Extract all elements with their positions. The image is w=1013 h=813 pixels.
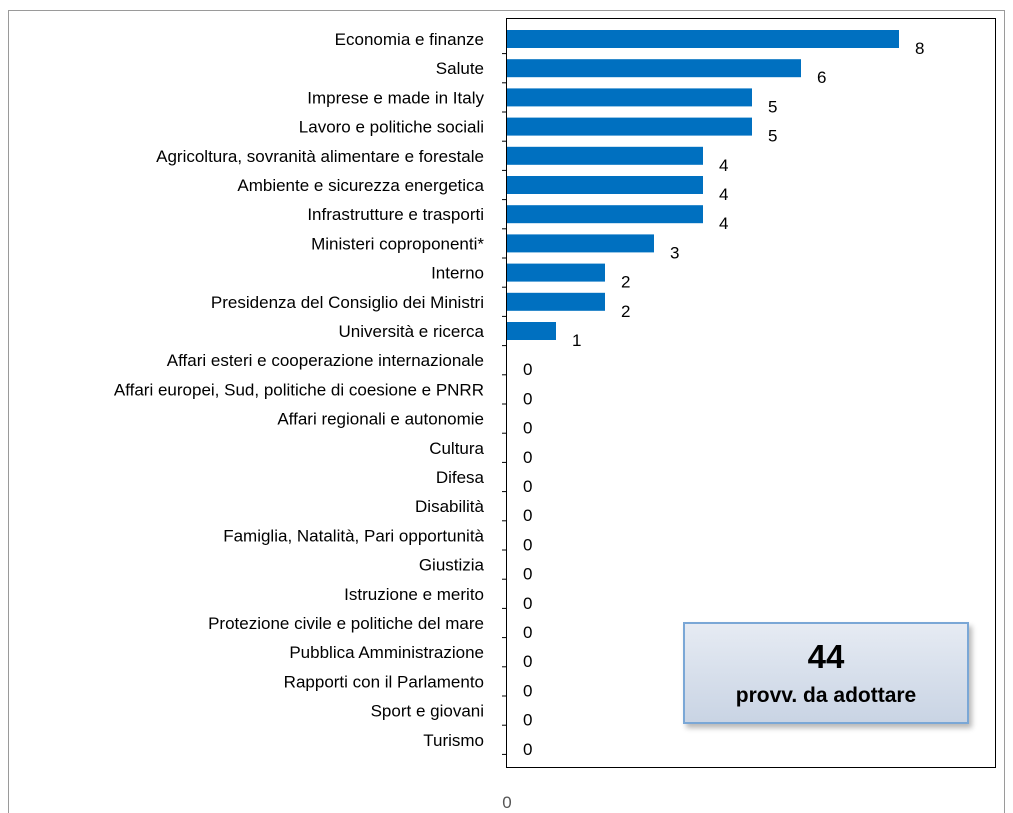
category-label: Affari esteri e cooperazione internazion… xyxy=(167,351,484,370)
bar xyxy=(507,292,605,311)
data-label: 0 xyxy=(523,565,532,584)
category-label: Disabilità xyxy=(415,497,485,516)
data-label: 0 xyxy=(523,711,532,730)
bar xyxy=(507,117,752,136)
x-tick-label: 0 xyxy=(502,793,511,812)
bar xyxy=(507,234,654,253)
bar xyxy=(507,146,703,165)
bar xyxy=(507,30,899,48)
data-label: 4 xyxy=(719,214,728,233)
bar xyxy=(507,59,801,78)
bar xyxy=(507,176,703,194)
data-label: 6 xyxy=(817,68,826,87)
category-label: Economia e finanze xyxy=(335,30,484,49)
summary-caption: provv. da adottare xyxy=(735,684,917,707)
data-label: 5 xyxy=(768,97,777,116)
category-label: Turismo xyxy=(423,731,484,750)
data-label: 5 xyxy=(768,127,777,146)
data-label: 0 xyxy=(523,389,532,408)
category-label: Affari regionali e autonomie xyxy=(277,410,484,429)
data-label: 8 xyxy=(915,39,924,58)
data-label: 0 xyxy=(523,652,532,671)
category-label: Pubblica Amministrazione xyxy=(289,643,484,662)
category-label: Ambiente e sicurezza energetica xyxy=(237,176,484,195)
data-label: 0 xyxy=(523,506,532,525)
category-label: Presidenza del Consiglio dei Ministri xyxy=(211,293,484,312)
data-label: 0 xyxy=(523,681,532,700)
category-label: Affari europei, Sud, politiche di coesio… xyxy=(114,380,484,399)
category-label: Lavoro e politiche sociali xyxy=(299,118,484,137)
data-label: 2 xyxy=(621,302,630,321)
category-label: Interno xyxy=(431,264,484,283)
data-label: 0 xyxy=(523,623,532,642)
data-label: 4 xyxy=(719,185,728,204)
plot-area xyxy=(506,18,996,768)
data-label: 2 xyxy=(621,273,630,292)
category-label: Famiglia, Natalità, Pari opportunità xyxy=(223,526,484,545)
data-label: 0 xyxy=(523,360,532,379)
data-label: 0 xyxy=(523,419,532,438)
bar xyxy=(507,322,556,340)
category-label: Infrastrutture e trasporti xyxy=(307,205,484,224)
data-label: 0 xyxy=(523,535,532,554)
category-label: Difesa xyxy=(436,468,485,487)
data-label: 0 xyxy=(523,448,532,467)
summary-total-value: 44 xyxy=(807,638,845,675)
bar xyxy=(507,205,703,224)
bars-layer: Economia e finanze 8 Salute 6 Imprese e made… xyxy=(114,30,924,759)
category-label: Rapporti con il Parlamento xyxy=(284,672,484,691)
data-label: 0 xyxy=(523,477,532,496)
category-label: Ministeri coproponenti* xyxy=(311,234,484,253)
bar xyxy=(507,88,752,107)
data-label: 0 xyxy=(523,740,532,759)
category-label: Agricoltura, sovranità alimentare e fore… xyxy=(156,147,484,166)
category-label: Protezione civile e politiche del mare xyxy=(208,614,484,633)
data-label: 3 xyxy=(670,243,679,262)
category-label: Salute xyxy=(436,59,484,78)
data-label: 1 xyxy=(572,331,581,350)
category-label: Imprese e made in Italy xyxy=(307,88,484,107)
data-label: 4 xyxy=(719,156,728,175)
category-label: Cultura xyxy=(429,439,484,458)
data-label: 0 xyxy=(523,594,532,613)
summary-box: 44 provv. da adottare xyxy=(683,622,969,724)
category-label: Istruzione e merito xyxy=(344,585,484,604)
category-label: Università e ricerca xyxy=(339,322,485,341)
category-label: Sport e giovani xyxy=(371,702,484,721)
outer-frame xyxy=(8,10,1005,813)
bar xyxy=(507,263,605,282)
category-label: Giustizia xyxy=(419,556,485,575)
